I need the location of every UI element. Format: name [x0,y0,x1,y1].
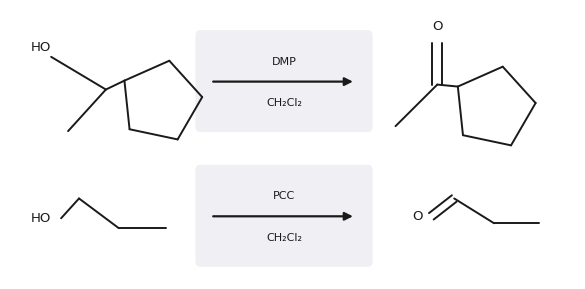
Text: HO: HO [31,212,51,225]
Text: DMP: DMP [271,57,297,67]
FancyBboxPatch shape [195,30,373,132]
Text: O: O [412,210,422,223]
Text: CH₂Cl₂: CH₂Cl₂ [266,233,302,243]
Text: PCC: PCC [273,192,295,201]
FancyBboxPatch shape [195,165,373,267]
Text: O: O [432,20,443,33]
Text: CH₂Cl₂: CH₂Cl₂ [266,98,302,108]
Text: HO: HO [31,41,51,54]
